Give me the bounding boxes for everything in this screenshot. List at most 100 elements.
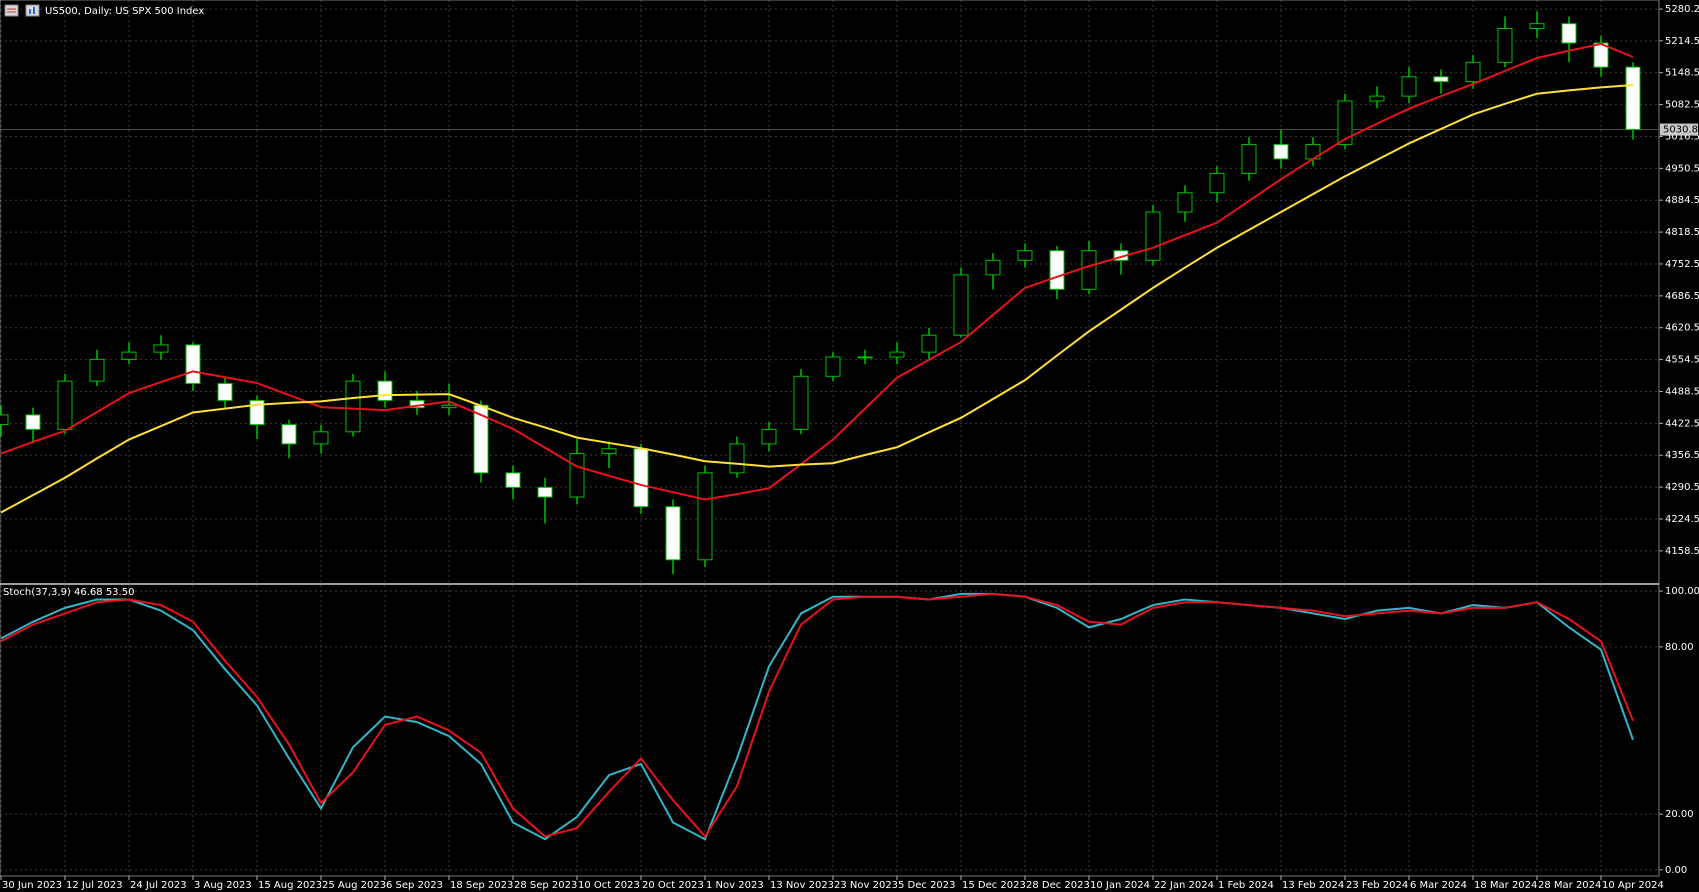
y-tick-label: 4950.5 <box>1665 163 1699 174</box>
y-tick-label: 5214.5 <box>1665 36 1699 47</box>
candle-body <box>1561 23 1577 44</box>
y-tick-label: 4422.5 <box>1665 418 1699 429</box>
chart-title: US500, Daily: US SPX 500 Index <box>45 6 204 17</box>
x-tick-label: 28 Sep 2023 <box>514 880 577 891</box>
candle-body <box>857 356 873 359</box>
candle-body <box>505 472 521 488</box>
indicator-line <box>0 84 1634 514</box>
candle-body <box>1145 211 1161 261</box>
x-tick-label: 1 Feb 2024 <box>1218 880 1274 891</box>
x-tick-label: 28 Mar 2024 <box>1538 880 1601 891</box>
labels-layer: 30 Jun 2023 12 Jul 2023 24 Jul 2023 3 Aug 2… <box>0 4 1699 891</box>
candle-body <box>1273 143 1289 160</box>
plot-frame <box>0 0 1660 877</box>
candle-body <box>249 399 265 426</box>
candle-body <box>985 259 1001 276</box>
candle-body <box>1017 250 1033 261</box>
candle-body <box>25 414 41 430</box>
candle-body <box>121 351 137 360</box>
candle-body <box>1337 100 1353 145</box>
candle-body <box>0 414 9 426</box>
y-tick-label: 4752.5 <box>1665 259 1699 270</box>
x-tick-label: 10 Jan 2024 <box>1090 880 1150 891</box>
y-tick-label: 0.00 <box>1665 865 1687 876</box>
menu-icon <box>4 4 19 17</box>
candle-body <box>1625 66 1641 131</box>
chart-icon-bar <box>33 7 35 14</box>
candle-body <box>633 448 649 508</box>
x-tick-label: 6 Sep 2023 <box>386 880 443 891</box>
candle-body <box>57 380 73 430</box>
x-tick-label: 18 Sep 2023 <box>450 880 513 891</box>
chart-icon <box>25 4 40 17</box>
y-tick-label: 5280.2 <box>1665 4 1699 15</box>
candle-body <box>153 344 169 353</box>
candle-body <box>697 472 713 561</box>
candle-body <box>665 506 681 561</box>
candle-body <box>345 380 361 433</box>
chart-icon-bar <box>29 9 31 14</box>
candle-body <box>1081 250 1097 290</box>
x-tick-label: 22 Jan 2024 <box>1154 880 1214 891</box>
y-tick-label: 5016.5 <box>1665 131 1699 142</box>
x-tick-label: 28 Dec 2023 <box>1026 880 1090 891</box>
x-tick-label: 13 Feb 2024 <box>1282 880 1344 891</box>
y-tick-label: 5148.5 <box>1665 68 1699 79</box>
candle-body <box>1401 76 1417 97</box>
candle-body <box>537 486 553 498</box>
y-tick-label: 80.00 <box>1665 642 1694 653</box>
candle-body <box>1497 27 1513 63</box>
candle-body <box>281 424 297 445</box>
indicator-line <box>0 592 1634 839</box>
y-tick-label: 100.00 <box>1665 586 1699 597</box>
candle-body <box>569 453 585 498</box>
y-tick-label: 4818.5 <box>1665 227 1699 238</box>
x-tick-label: 20 Oct 2023 <box>642 880 704 891</box>
x-tick-label: 23 Nov 2023 <box>834 880 898 891</box>
y-tick-label: 4620.5 <box>1665 323 1699 334</box>
candle-body <box>89 358 105 382</box>
x-tick-label: 12 Jul 2023 <box>66 880 123 891</box>
candle-body <box>217 383 233 401</box>
candle-body <box>1465 61 1481 83</box>
window-icons <box>4 4 40 17</box>
x-tick-label: 15 Dec 2023 <box>962 880 1026 891</box>
y-tick-label: 4290.5 <box>1665 482 1699 493</box>
y-tick-label: 4356.5 <box>1665 450 1699 461</box>
x-tick-label: 15 Aug 2023 <box>258 880 322 891</box>
candle-body <box>825 356 841 377</box>
x-tick-label: 3 Aug 2023 <box>194 880 252 891</box>
marks-layer <box>0 11 1641 841</box>
candle-body <box>953 274 969 336</box>
candle-body <box>761 428 777 445</box>
x-tick-label: 6 Mar 2024 <box>1410 880 1467 891</box>
x-tick-label: 13 Nov 2023 <box>770 880 834 891</box>
y-tick-label: 5082.5 <box>1665 100 1699 111</box>
x-tick-label: 30 Jun 2023 <box>2 880 62 891</box>
candle-body <box>441 404 457 409</box>
candle-body <box>1209 172 1225 194</box>
candle-body <box>1433 76 1449 83</box>
y-tick-label: 4554.5 <box>1665 355 1699 366</box>
y-tick-label: 4488.5 <box>1665 386 1699 397</box>
candle-body <box>793 375 809 430</box>
x-tick-label: 5 Dec 2023 <box>898 880 956 891</box>
y-tick-label: 4224.5 <box>1665 514 1699 525</box>
x-tick-label: 18 Mar 2024 <box>1474 880 1537 891</box>
y-tick-label: 20.00 <box>1665 809 1694 820</box>
x-tick-label: 1 Nov 2023 <box>706 880 764 891</box>
x-tick-label: 10 Apr 2024 <box>1602 880 1664 891</box>
candle-body <box>313 431 329 445</box>
candle-body <box>1369 95 1385 102</box>
last-price-box <box>1660 123 1698 136</box>
y-tick-label: 4686.5 <box>1665 291 1699 302</box>
x-tick-label: 25 Aug 2023 <box>322 880 386 891</box>
indicator-line <box>0 42 1634 501</box>
y-tick-label: 4158.5 <box>1665 546 1699 557</box>
candle-body <box>1529 23 1545 29</box>
x-tick-label: 23 Feb 2024 <box>1346 880 1408 891</box>
candle-body <box>377 380 393 401</box>
x-tick-label: 24 Jul 2023 <box>130 880 187 891</box>
